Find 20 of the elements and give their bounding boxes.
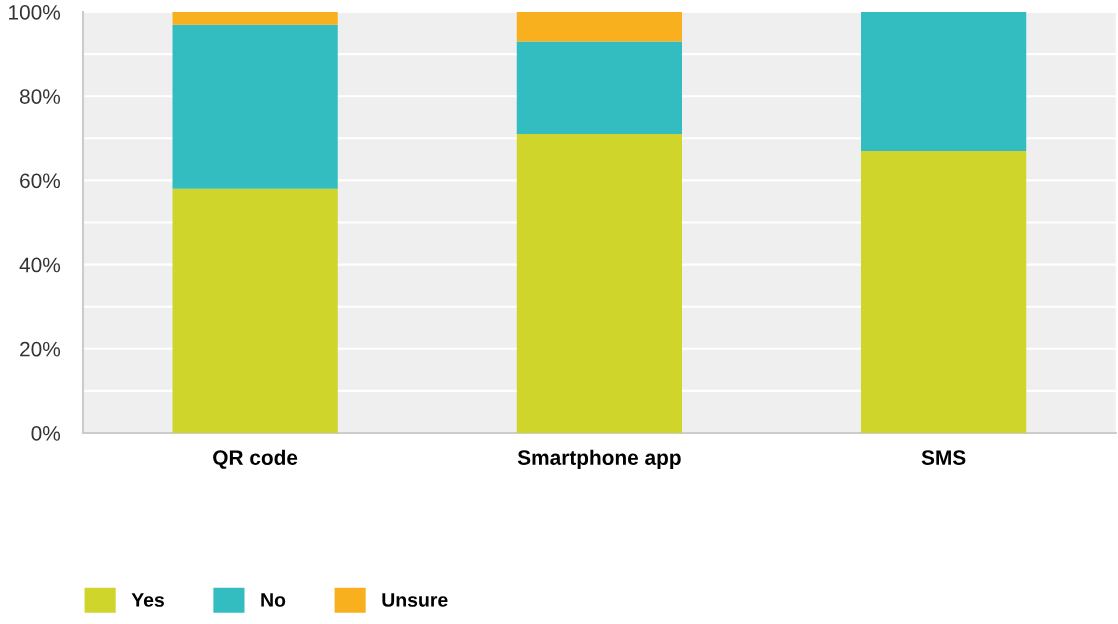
legend-label: Yes (131, 593, 164, 607)
bar (172, 188, 338, 433)
bar (172, 24, 338, 189)
bar (516, 12, 682, 42)
bar (516, 134, 682, 433)
bar (861, 150, 1027, 433)
y-tick-label: 60% (20, 173, 61, 189)
legend-label: No (261, 593, 286, 607)
y-tick-label: 100% (9, 5, 61, 20)
x-tick-label: Smartphone app (517, 449, 681, 470)
x-tick-label: SMS (921, 450, 966, 465)
x-tick-label: QR code (213, 449, 298, 469)
bar (516, 41, 682, 135)
bar (172, 12, 338, 25)
y-tick-label: 80% (19, 89, 61, 104)
y-tick-label: 20% (20, 341, 61, 357)
bar (861, 12, 1027, 151)
y-tick-label: 0% (31, 426, 61, 441)
y-tick-label: 40% (19, 257, 61, 273)
legend-label: Unsure (382, 593, 448, 607)
